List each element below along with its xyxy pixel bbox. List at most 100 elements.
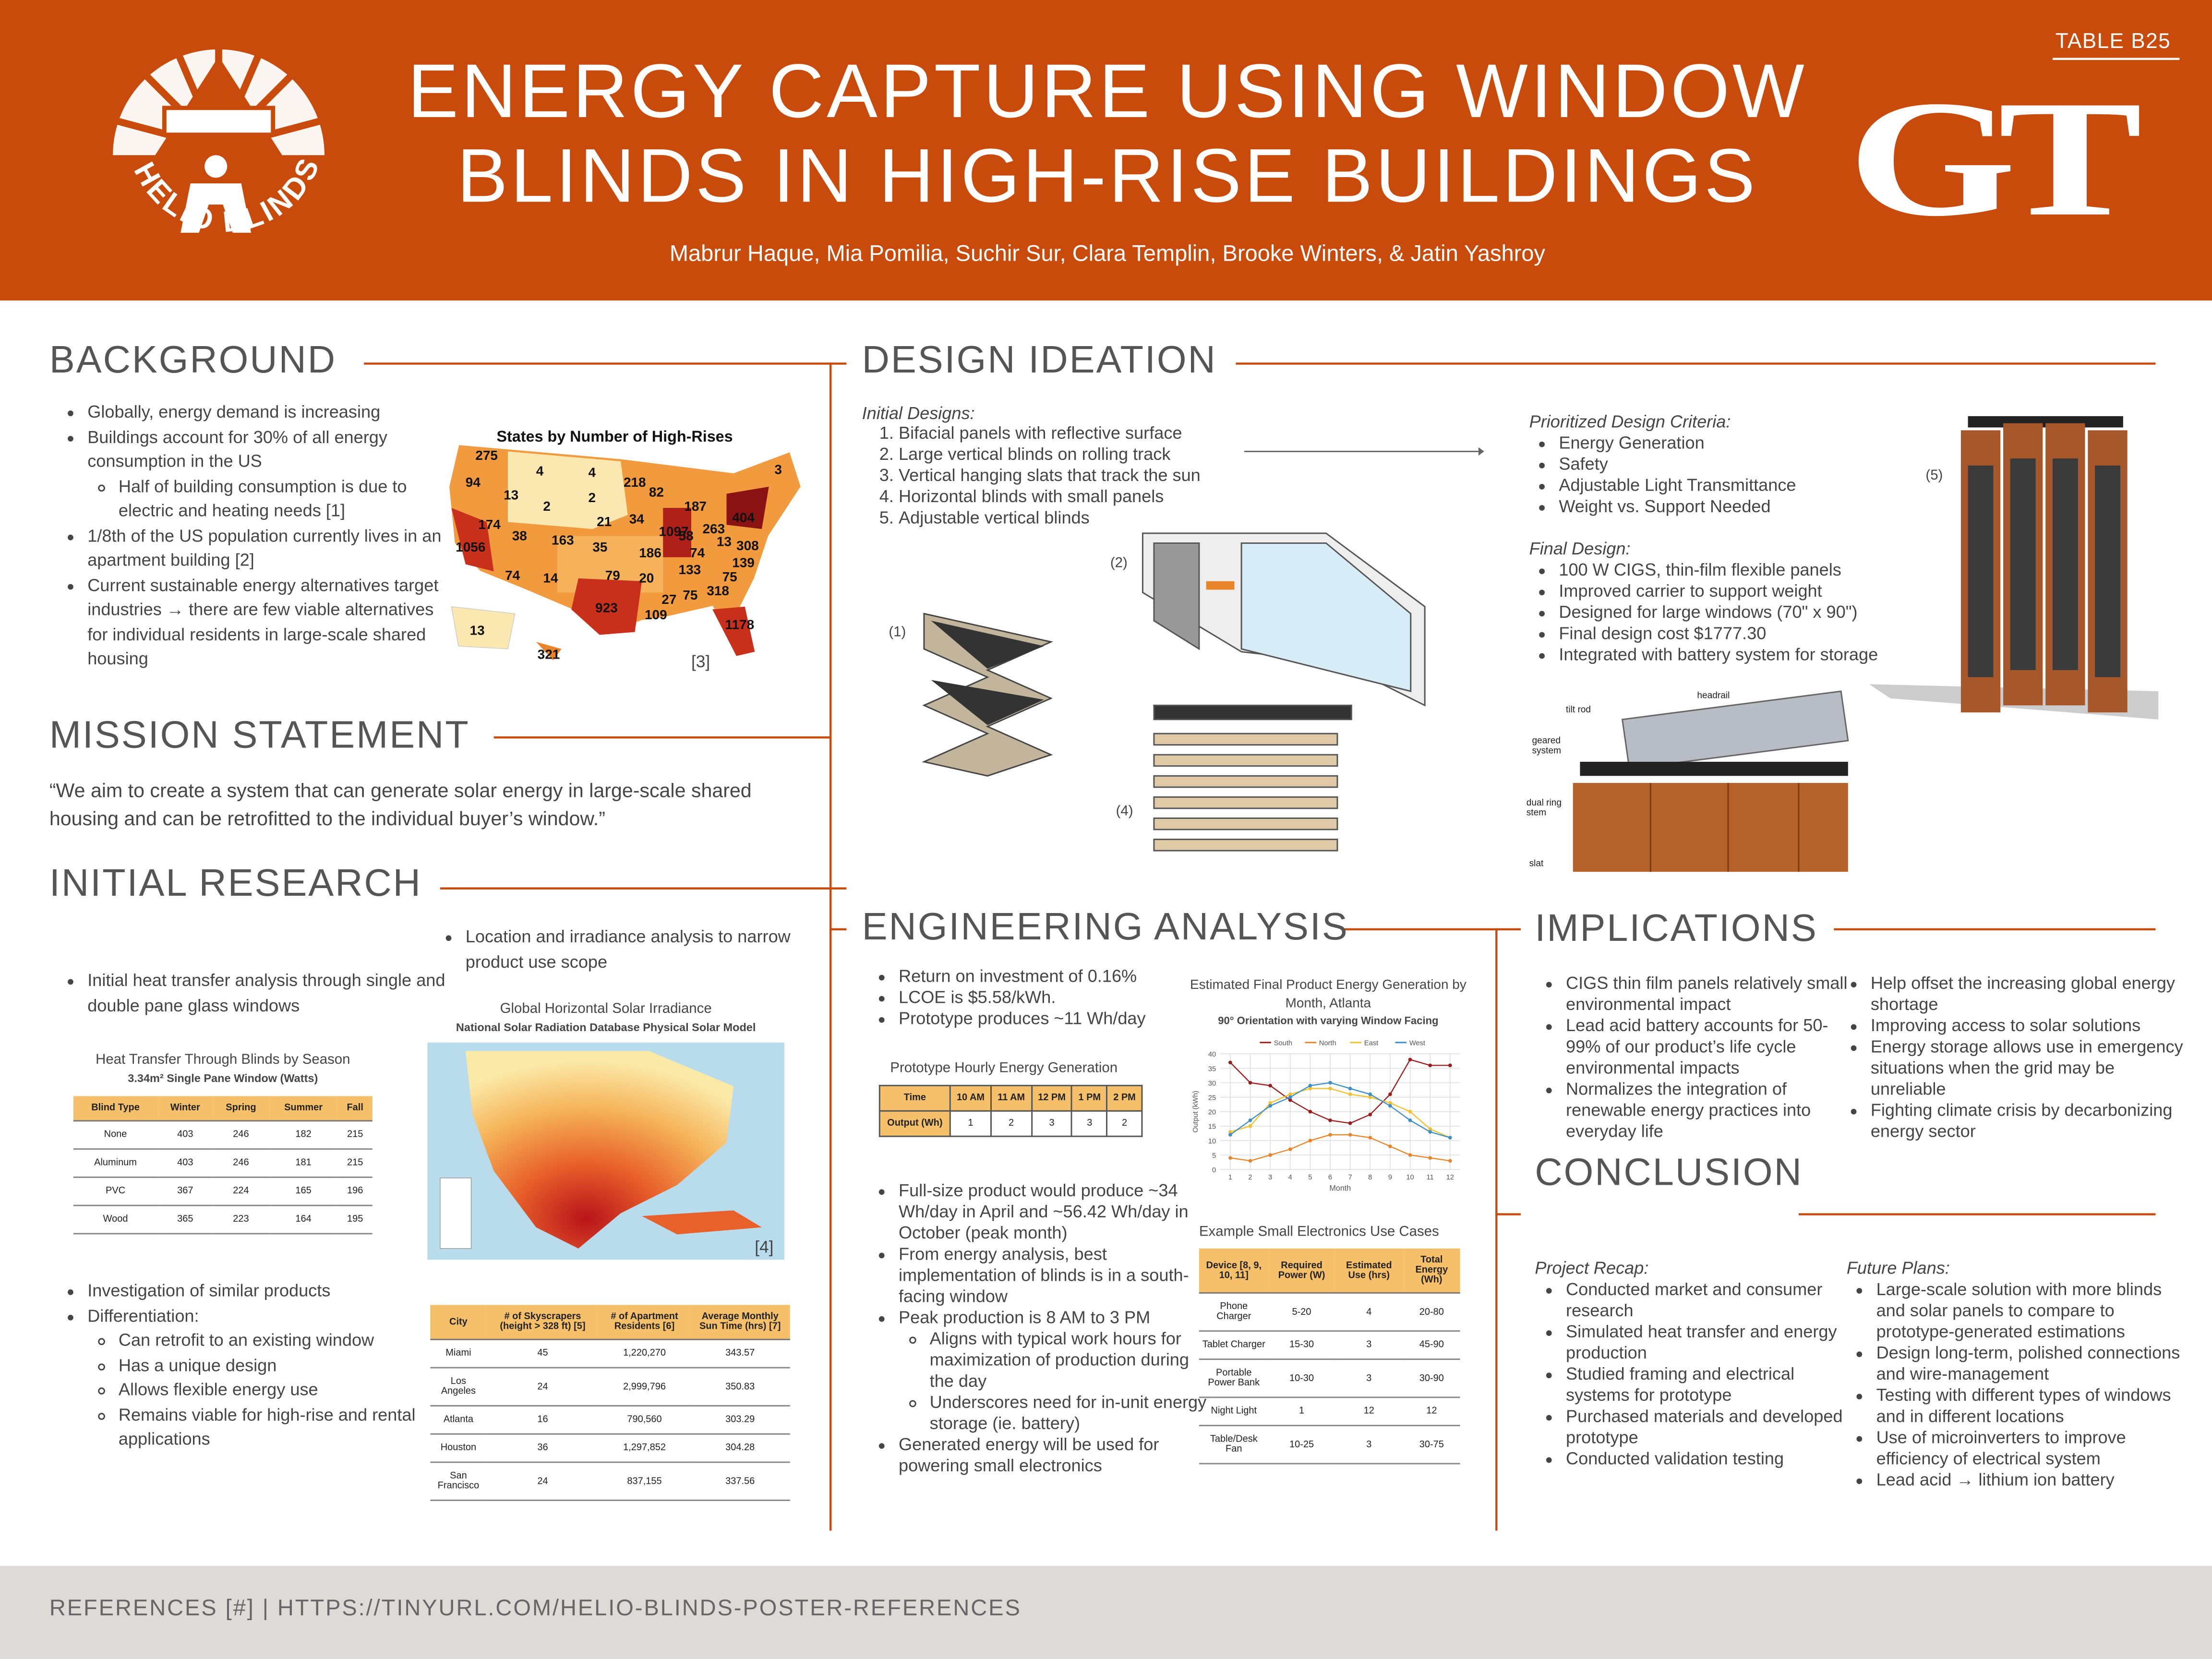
table-cell: 837,155: [599, 1462, 690, 1501]
y-axis-label: Output (kWh): [1192, 1091, 1200, 1132]
table-row: San Francisco 24 837,155 337.56: [430, 1462, 790, 1501]
list-item: Safety: [1559, 454, 1925, 475]
map-title: States by Number of High-Rises: [496, 429, 733, 446]
map-label: 75: [722, 570, 737, 586]
table-cell: PVC: [73, 1177, 158, 1206]
table-cell: Los Angeles: [430, 1368, 487, 1407]
table-cell: 45: [486, 1339, 599, 1369]
figure-label: (4): [1116, 804, 1133, 820]
y-tick-label: 35: [1208, 1065, 1216, 1073]
data-point: [1348, 1092, 1352, 1096]
x-axis-label: Month: [1329, 1184, 1351, 1192]
map-label: 404: [732, 510, 755, 527]
map-label: 13: [716, 534, 732, 551]
list-item: Large-scale solution with more blinds an…: [1876, 1279, 2194, 1343]
part-label: tilt rod: [1566, 705, 1591, 715]
list-item: Horizontal blinds with small panels: [899, 487, 1273, 508]
list-item: Designed for large windows (70" x 90"): [1559, 602, 1939, 624]
footer: REFERENCES [#] | HTTPS://TINYURL.COM/HEL…: [49, 1597, 1022, 1621]
data-point: [1288, 1095, 1292, 1099]
header-cell: Blind Type: [73, 1096, 158, 1122]
data-point: [1328, 1118, 1332, 1122]
list-item: Differentiation:Can retrofit to an exist…: [87, 1304, 440, 1453]
series-line: [1230, 1058, 1450, 1124]
x-tick-label: 6: [1328, 1174, 1332, 1181]
table-cell: 30-75: [1403, 1425, 1460, 1465]
map-label: 38: [512, 529, 527, 545]
list-item: Full-size product would produce ~34 Wh/d…: [899, 1181, 1209, 1244]
map-label: 4: [588, 465, 596, 481]
table-cell: 1,220,270: [599, 1339, 690, 1369]
data-point: [1268, 1101, 1272, 1105]
mission-text: “We aim to create a system that can gene…: [49, 779, 752, 830]
list-item: Testing with different types of windows …: [1876, 1385, 2194, 1428]
list-item: Improving access to solar solutions: [1871, 1016, 2188, 1037]
data-point: [1228, 1133, 1232, 1137]
table-cell: 2: [1106, 1110, 1143, 1137]
list-item: Conducted market and consumer research: [1566, 1279, 1848, 1322]
map-label: 35: [592, 540, 608, 556]
table-row: Wood 365 223 164 195: [73, 1205, 373, 1235]
table-cell: 4: [1334, 1293, 1404, 1332]
table-cell: 215: [337, 1120, 373, 1150]
header-cell: 12 PM: [1031, 1084, 1073, 1112]
map-label: 1178: [725, 618, 755, 634]
header-row: Time 10 AM 11 AM 12 PM 1 PM 2 PM: [878, 1084, 1143, 1112]
table-row: Aluminum 403 246 181 215: [73, 1149, 373, 1178]
data-point: [1428, 1063, 1432, 1068]
chart-subtitle: 90° Orientation with varying Window Faci…: [1218, 1014, 1439, 1027]
sub-list: Aligns with typical work hours for maxim…: [899, 1329, 1209, 1434]
map-label: 74: [505, 568, 520, 584]
data-point: [1268, 1083, 1272, 1088]
sub-item: Aligns with typical work hours for maxim…: [930, 1329, 1209, 1392]
table-row: Table/Desk Fan 10-25 3 30-75: [1199, 1425, 1460, 1465]
data-point: [1428, 1156, 1432, 1160]
table-cell: San Francisco: [430, 1462, 487, 1501]
data-point: [1268, 1153, 1272, 1157]
map-label: 13: [504, 488, 519, 504]
map-subtitle: National Solar Radiation Database Physic…: [456, 1021, 756, 1034]
list-item: Prototype produces ~11 Wh/day: [899, 1009, 1223, 1030]
data-point: [1408, 1153, 1412, 1157]
series-line: [1230, 1082, 1451, 1139]
x-tick-label: 7: [1348, 1174, 1352, 1181]
header-row: City # of Skyscrapers (height > 328 ft) […: [430, 1305, 790, 1340]
list-item: Normalizes the integration of renewable …: [1566, 1079, 1862, 1142]
table-cell: 20-80: [1403, 1293, 1460, 1332]
map-label: 58: [678, 529, 694, 545]
list-item: Studied framing and electrical systems f…: [1566, 1364, 1848, 1407]
map-label: 75: [683, 588, 698, 604]
table-cell: 367: [157, 1177, 213, 1206]
table-cell: 3: [1031, 1110, 1073, 1137]
map-label: 318: [707, 584, 729, 600]
header-cell: Required Power (W): [1268, 1248, 1335, 1294]
map-label: 263: [702, 522, 725, 538]
map-label: 187: [684, 499, 707, 515]
data-point: [1288, 1147, 1292, 1151]
list-item: Adjustable vertical blinds: [899, 508, 1273, 529]
data-point: [1228, 1130, 1232, 1134]
sub-item: Remains viable for high-rise and rental …: [119, 1403, 440, 1453]
sub-item: Allows flexible energy use: [119, 1378, 440, 1403]
table-cell: 3: [1071, 1110, 1108, 1137]
list-item: From energy analysis, best implementatio…: [899, 1244, 1209, 1308]
table-cell: 337.56: [690, 1462, 790, 1501]
y-tick-label: 5: [1212, 1152, 1216, 1160]
table-cell: 1: [1268, 1397, 1335, 1427]
map-label: 1056: [456, 540, 486, 556]
x-tick-label: 12: [1446, 1174, 1454, 1181]
authors: Mabrur Haque, Mia Pomilia, Suchir Sur, C…: [669, 242, 1545, 267]
header-cell: Total Energy (Wh): [1403, 1248, 1460, 1294]
map-label: 923: [595, 601, 618, 617]
header-cell: # of Apartment Residents [6]: [599, 1305, 690, 1340]
table-row: Atlanta 16 790,560 303.29: [430, 1406, 790, 1435]
data-point: [1388, 1092, 1392, 1096]
data-point: [1288, 1098, 1292, 1102]
sub-item: Half of building consumption is due to e…: [119, 475, 447, 524]
list-item: Large vertical blinds on rolling track: [899, 445, 1273, 466]
header-cell: Fall: [337, 1096, 373, 1122]
table-row: None 403 246 182 215: [73, 1120, 373, 1150]
data-point: [1288, 1092, 1292, 1096]
